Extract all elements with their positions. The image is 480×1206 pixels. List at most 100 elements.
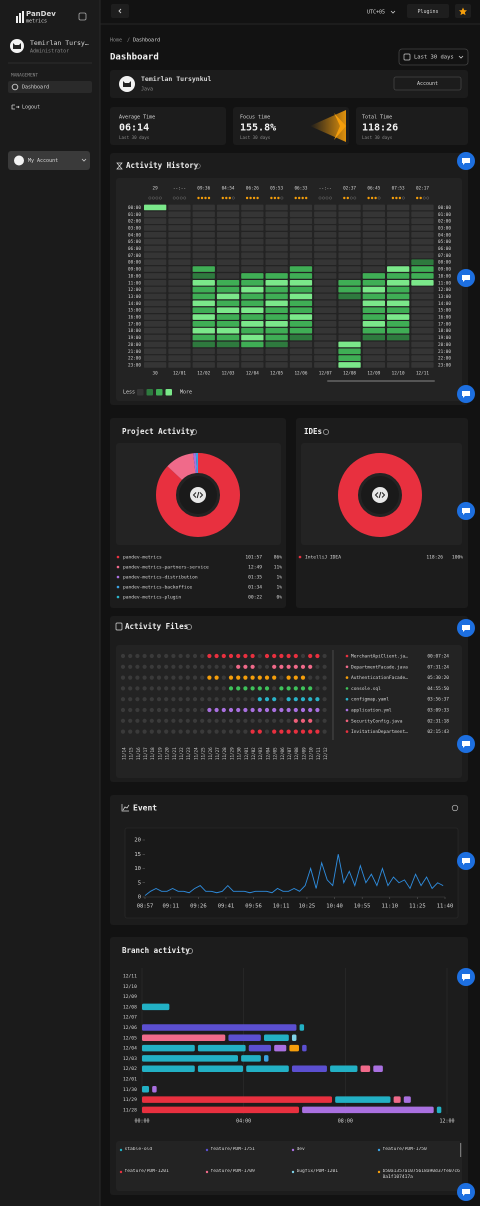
heat-cell [289, 341, 313, 348]
date-label: 12/02 [251, 747, 256, 760]
activity-dot [214, 697, 219, 702]
activity-dot [171, 653, 176, 659]
info-icon[interactable] [323, 429, 329, 435]
heat-cell [362, 252, 385, 259]
rating [245, 196, 259, 200]
collapse-button[interactable] [78, 12, 87, 21]
rating-star [374, 196, 377, 200]
hour-label: 06:00 [128, 246, 141, 252]
hour-label: 22:00 [438, 356, 451, 362]
info-icon[interactable] [187, 948, 193, 954]
stat-note: Last 30 days [240, 135, 271, 140]
activity-dot [185, 664, 190, 669]
chat-button[interactable] [457, 269, 475, 287]
activity-dot [149, 653, 154, 659]
heat-cell [168, 286, 191, 293]
activity-dot [192, 729, 198, 734]
activity-dot [257, 686, 262, 691]
activity-dot [192, 707, 198, 713]
rating-star [377, 196, 381, 200]
heat-cell [411, 334, 434, 341]
heat-cell [338, 348, 361, 355]
menu-active[interactable] [8, 81, 92, 93]
row-label: 12/10 [123, 984, 137, 990]
date-label: 12/12 [323, 747, 328, 760]
menu-item[interactable]: Dashboard [22, 85, 49, 91]
rating [294, 196, 308, 200]
chat-button[interactable] [457, 852, 475, 870]
chat-button[interactable] [457, 619, 475, 637]
activity-dot [272, 729, 277, 734]
timezone[interactable]: UTC+05 [367, 10, 385, 16]
account-link[interactable] [393, 76, 462, 91]
activity-dot [135, 697, 140, 702]
info-icon[interactable] [195, 163, 201, 169]
activity-dot [300, 697, 306, 702]
stat-label: Average Time [119, 115, 155, 121]
hour-label: 07:00 [128, 253, 141, 259]
activity-dot [236, 729, 241, 734]
heat-cell [241, 348, 264, 355]
breadcrumb[interactable]: Home [110, 38, 122, 44]
rating-star [207, 196, 211, 200]
heat-cell [144, 314, 167, 320]
heat-cell [387, 341, 410, 348]
rating-star [151, 196, 155, 200]
column-total: 06:45 [367, 186, 380, 192]
heat-cell [338, 279, 361, 286]
activity-dot [257, 718, 262, 723]
hour-label: 05:00 [438, 239, 451, 245]
heat-cell [265, 218, 288, 224]
chat-button[interactable] [457, 1183, 475, 1201]
info-icon[interactable] [451, 804, 459, 812]
heat-cell [289, 300, 313, 307]
date-label: 11/30 [237, 747, 242, 760]
heat-cell [241, 293, 264, 300]
file-name: MerchantApiClient.ja… [351, 654, 408, 660]
chevron [458, 55, 464, 59]
hour-label: 17:00 [438, 321, 451, 327]
heat-cell [338, 362, 361, 368]
chat-button[interactable] [457, 735, 475, 753]
rating-star [270, 196, 273, 200]
range-label[interactable]: Last 30 days [414, 55, 454, 61]
activity-dot [135, 686, 140, 691]
heat-cell [387, 348, 410, 355]
heat-cell [387, 266, 410, 272]
activity-dot [120, 707, 126, 713]
activity-dot [286, 707, 291, 713]
rating-star [346, 196, 349, 200]
heat-cell [387, 362, 410, 368]
activity-dot [300, 729, 306, 734]
plugins-label[interactable]: Plugins [417, 9, 438, 15]
heat-cell [387, 211, 410, 218]
menu-item[interactable]: Logout [22, 105, 40, 111]
heat-cell [265, 211, 288, 218]
legend-swatch [146, 389, 153, 396]
heat-cell [192, 273, 215, 279]
rating [318, 196, 332, 200]
heat-cell [362, 211, 385, 218]
info-icon[interactable] [186, 624, 192, 630]
chat-button[interactable] [457, 968, 475, 986]
account-button[interactable] [8, 151, 90, 170]
account-link-label[interactable]: Account [417, 81, 438, 87]
activity-dot [293, 729, 298, 734]
column-date: 12/07 [319, 371, 332, 377]
row-label: 11/30 [123, 1087, 137, 1093]
activity-dot [236, 664, 241, 669]
file-dot [345, 654, 349, 658]
chat-button[interactable] [457, 385, 475, 403]
heat-cell [168, 225, 191, 231]
chat-glyph [462, 1189, 470, 1196]
range-button[interactable] [398, 48, 469, 66]
activity-dot [243, 729, 248, 734]
plugins-button[interactable] [407, 4, 449, 18]
account-label[interactable]: My Account [28, 158, 58, 164]
back-button[interactable] [111, 4, 129, 18]
chat-button[interactable] [457, 152, 475, 170]
info-icon[interactable] [191, 429, 197, 435]
legend-item: dev [297, 1147, 305, 1152]
file-name: SecurityConfig.java [351, 718, 403, 724]
chat-button[interactable] [457, 502, 475, 520]
